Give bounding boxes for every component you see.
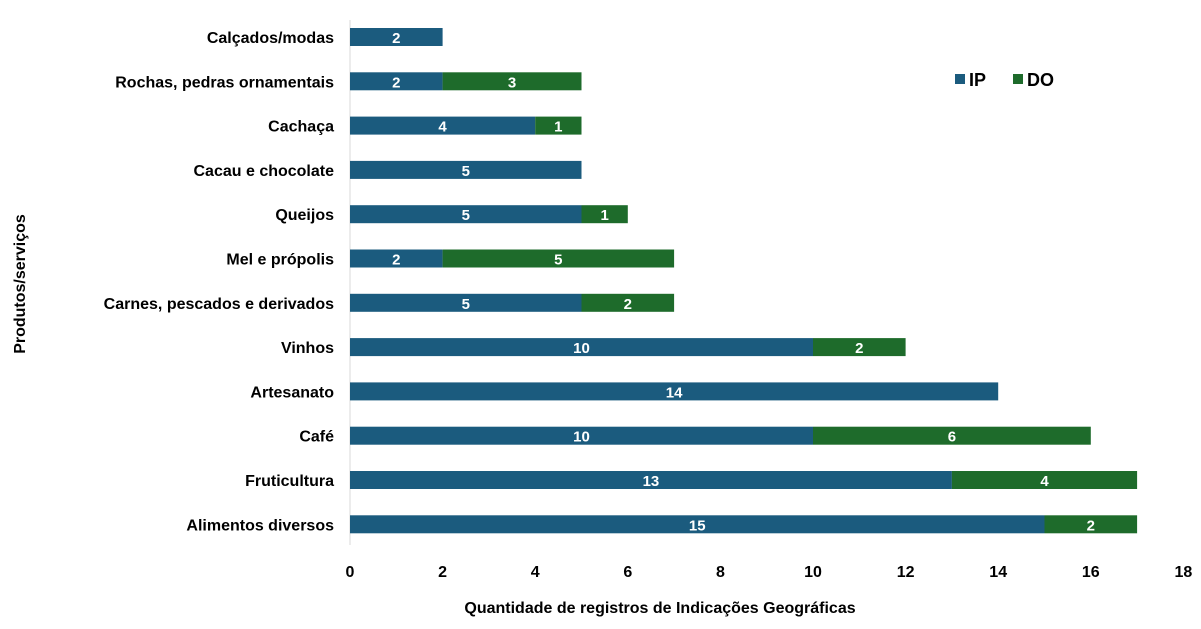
data-label: 2 [1087,517,1095,534]
data-label: 10 [573,340,590,357]
category-label: Cachaça [268,119,334,136]
bar-ip [350,338,813,357]
data-label: 2 [392,252,400,269]
bars-layer [350,28,1138,534]
bar-ip [350,249,443,268]
x-tick-label: 16 [1082,564,1100,581]
bar-ip [350,293,582,312]
data-label: 10 [573,429,590,446]
data-label: 15 [689,517,706,534]
data-label: 5 [554,252,562,269]
data-label: 1 [600,207,608,224]
category-label: Artesanato [250,384,334,401]
bar-ip [350,72,443,91]
bar-ip [350,426,813,445]
bar-ip [350,471,952,489]
x-tick-label: 10 [804,564,822,581]
x-tick-label: 4 [531,564,540,581]
data-label: 4 [1040,473,1049,490]
data-label: 5 [462,207,470,224]
data-label: 6 [948,429,956,446]
bar-ip [350,116,536,135]
bar-do [442,72,582,91]
x-tick-label: 6 [623,564,632,581]
x-tick-label: 12 [897,564,915,581]
bar-do [581,205,628,224]
category-label: Carnes, pescados e derivados [104,296,334,313]
x-tick-label: 2 [438,564,447,581]
data-label: 14 [666,384,683,401]
bar-ip [350,382,999,401]
data-label: 2 [392,74,400,91]
bar-do [442,249,675,268]
category-label: Mel e própolis [226,252,334,269]
category-label: Vinhos [281,340,334,357]
x-axis-title: Quantidade de registros de Indicações Ge… [464,600,855,617]
bar-do [813,338,906,357]
category-label: Fruticultura [245,473,334,490]
bar-do [535,116,582,135]
bar-ip [350,205,582,224]
x-tick-label: 0 [346,564,355,581]
category-label: Cacau e chocolate [194,163,335,180]
category-label: Calçados/modas [207,30,334,47]
category-label: Alimentos diversos [186,517,334,534]
data-label: 2 [392,30,400,47]
bar-do [581,293,675,312]
x-tick-labels: 0 2 4 6 8 10 12 14 16 18 [346,564,1193,581]
data-label: 4 [438,119,447,136]
category-label: Queijos [275,207,334,224]
bar-do [813,426,1091,445]
data-label: 2 [855,340,863,357]
data-label: 5 [462,296,470,313]
legend-swatch-do [1013,74,1023,84]
category-labels: Calçados/modas Rochas, pedras ornamentais… [104,30,335,534]
legend-swatch-ip [955,74,965,84]
legend-label-do: DO [1027,70,1054,90]
category-label: Café [299,429,334,446]
x-tick-label: 14 [989,564,1007,581]
bar-ip [350,515,1045,534]
bar-do [1044,515,1138,534]
x-tick-label: 8 [716,564,725,581]
legend: IP DO [955,70,1054,90]
legend-label-ip: IP [969,70,986,90]
bar-do [951,471,1138,489]
data-label: 1 [554,119,562,136]
category-label: Rochas, pedras ornamentais [115,74,334,91]
data-label: 5 [462,163,470,180]
data-label: 3 [508,74,516,91]
data-label: 2 [624,296,632,313]
y-axis-title: Produtos/serviços [12,214,29,354]
bar-ip [350,160,582,179]
x-tick-label: 18 [1175,564,1193,581]
bar-ip [350,28,443,46]
data-label: 13 [643,473,660,490]
